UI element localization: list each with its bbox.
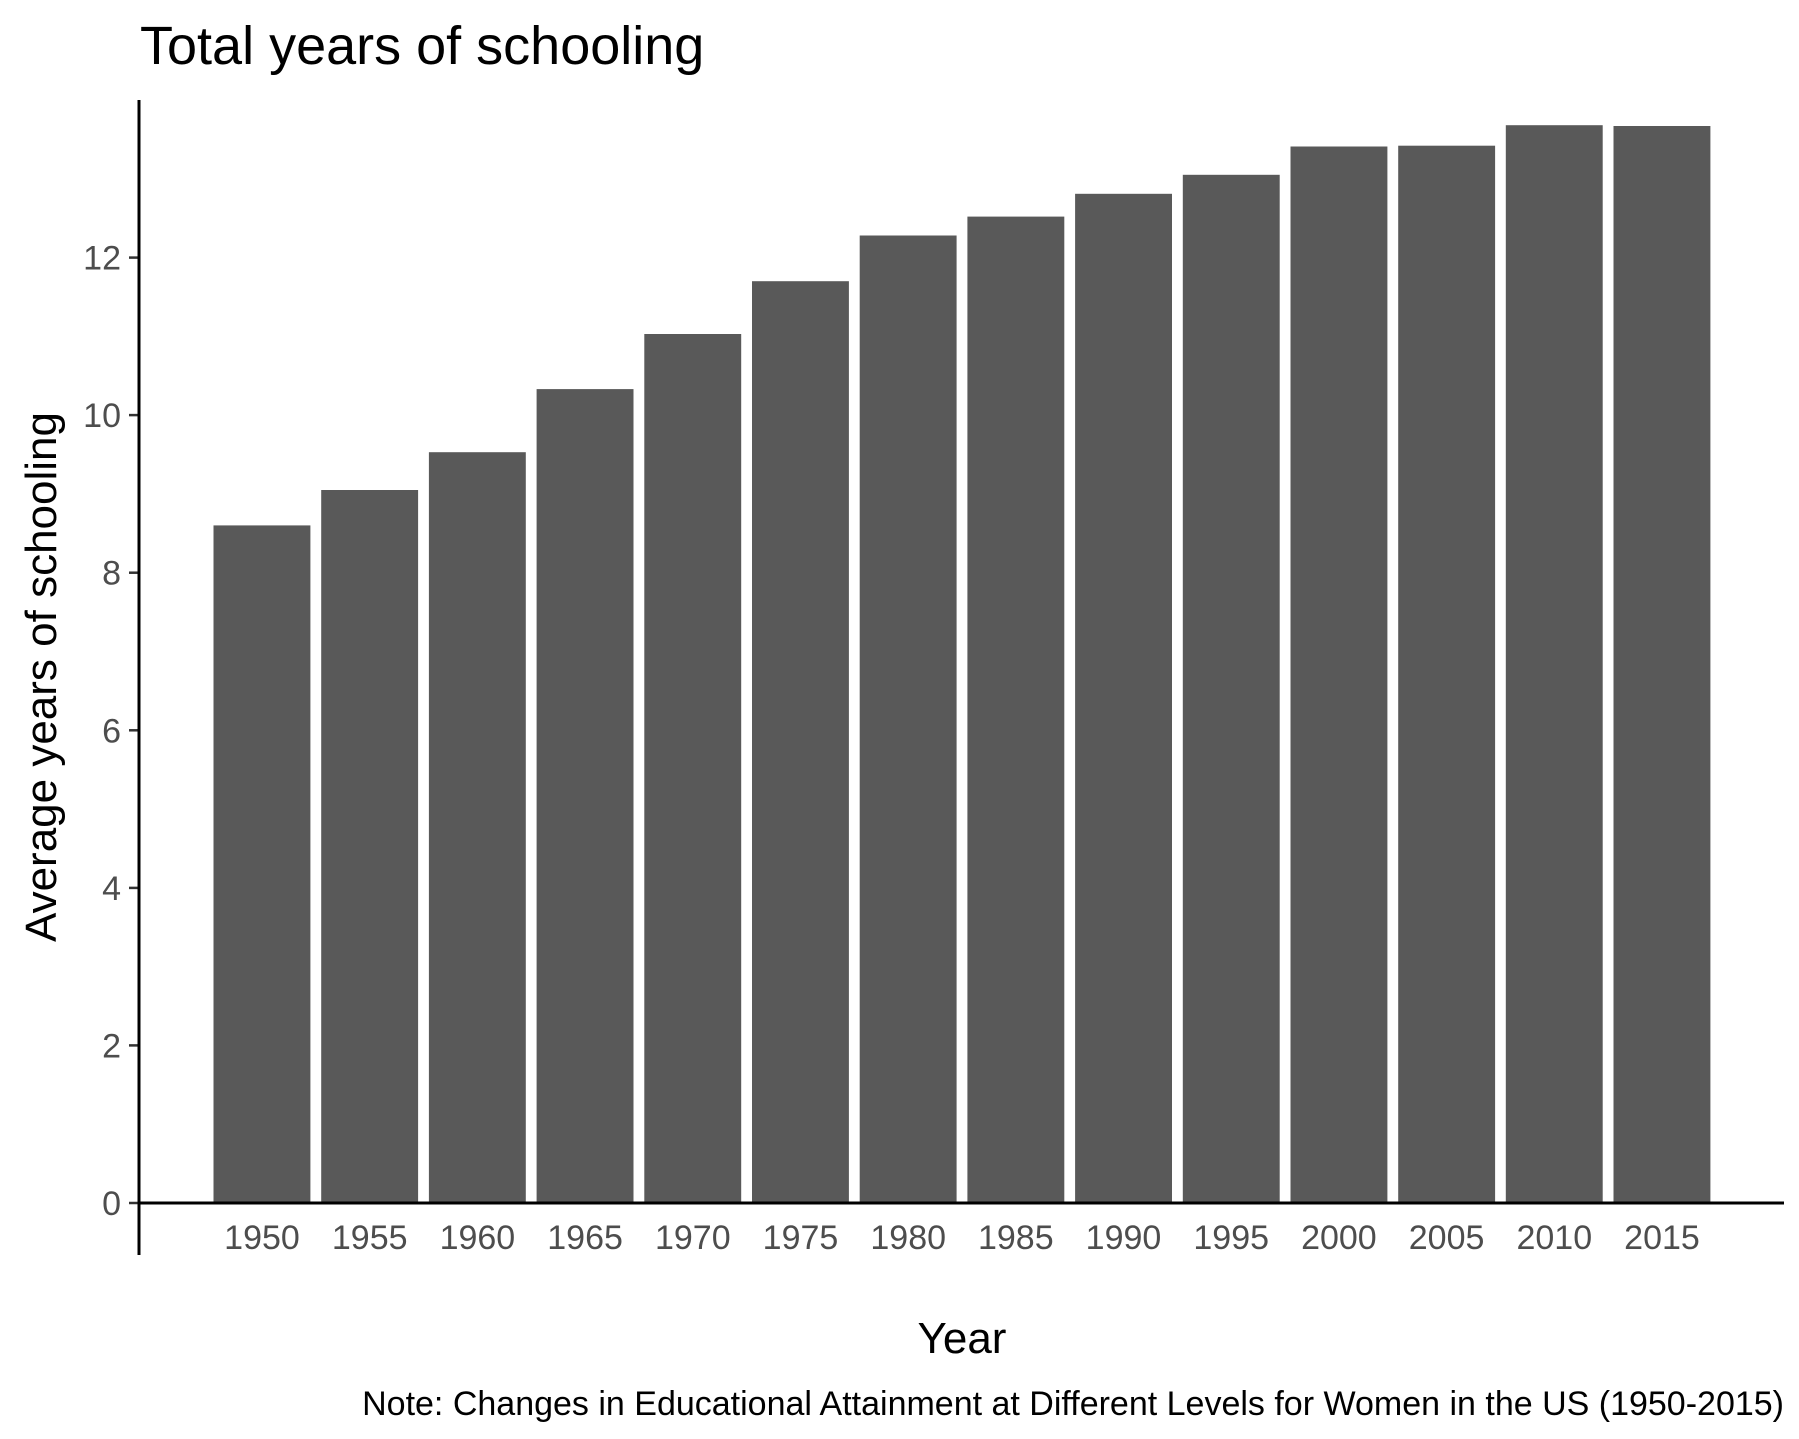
chart-caption: Note: Changes in Educational Attainment … [362,1385,1784,1423]
bar-2005 [1398,145,1496,1204]
bar-1965 [536,389,634,1204]
y-tick-label-6: 6 [102,712,121,750]
bars-group [213,125,1711,1204]
x-tick-label-1965: 1965 [547,1219,623,1257]
y-tick-label-8: 8 [102,555,121,593]
x-tick-label-1985: 1985 [978,1219,1054,1257]
x-tick-label-2015: 2015 [1624,1219,1700,1257]
x-tick-label-1975: 1975 [763,1219,839,1257]
bar-1990 [1075,193,1172,1204]
x-tick-label-2010: 2010 [1516,1219,1592,1257]
bar-1985 [967,216,1065,1204]
y-axis-ticks: 0 2 4 6 8 10 12 [83,240,139,1223]
x-tick-label-2005: 2005 [1409,1219,1485,1257]
x-tick-label-1955: 1955 [332,1219,408,1257]
bar-1980 [859,235,957,1203]
chart-title: Total years of schooling [140,16,704,76]
y-tick-label-12: 12 [83,240,121,278]
bar-1970 [644,334,742,1203]
x-tick-label-1960: 1960 [440,1219,516,1257]
bar-2000 [1290,146,1388,1203]
bar-2015 [1613,126,1711,1203]
x-tick-label-2000: 2000 [1301,1219,1377,1257]
y-axis-title: Average years of schooling [17,412,66,942]
bar-1960 [428,452,526,1203]
x-axis-ticks: 1950 1955 1960 1965 1970 1975 1980 1985 1990 1995… [224,1219,1700,1257]
x-axis-title: Year [918,1314,1007,1363]
y-tick-label-4: 4 [102,870,121,908]
y-tick-label-10: 10 [83,397,121,435]
bar-1955 [321,490,419,1203]
x-tick-label-1995: 1995 [1193,1219,1269,1257]
bar-1995 [1182,174,1280,1203]
y-tick-label-0: 0 [102,1185,121,1223]
x-tick-label-1950: 1950 [224,1219,300,1257]
bar-2010 [1505,125,1603,1204]
bar-1975 [752,281,849,1203]
y-tick-label-2: 2 [102,1027,121,1065]
x-tick-label-1980: 1980 [870,1219,946,1257]
bar-1950 [213,525,311,1203]
x-tick-label-1990: 1990 [1086,1219,1162,1257]
x-tick-label-1970: 1970 [655,1219,731,1257]
